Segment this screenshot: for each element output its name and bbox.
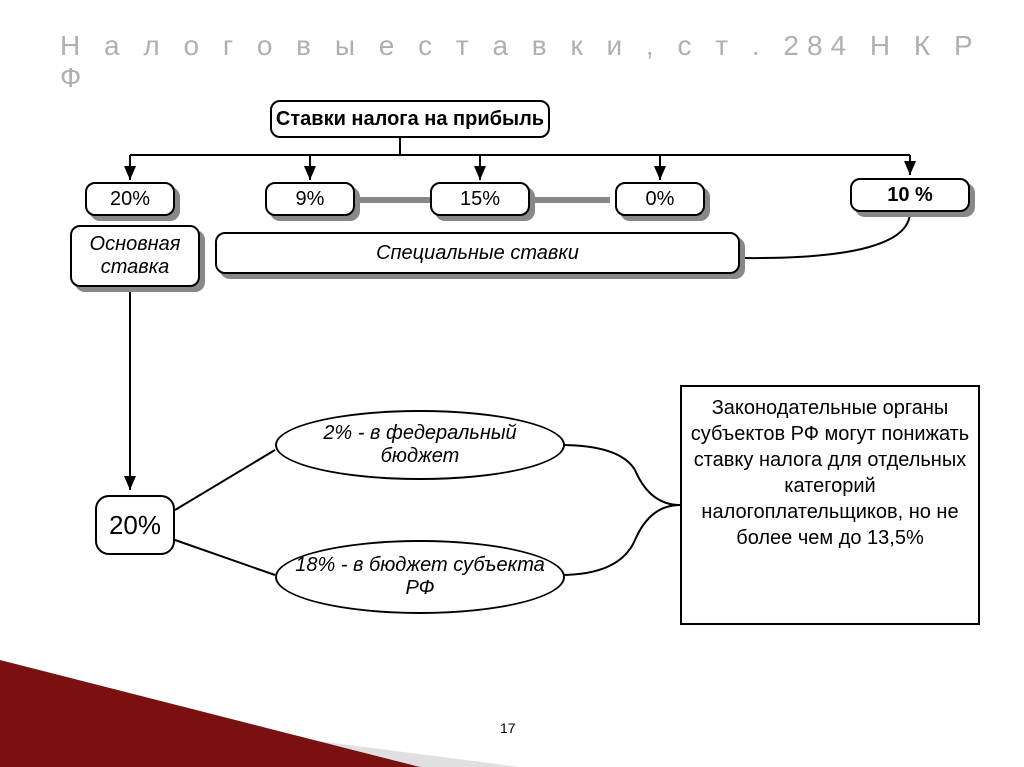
- law-text-box: Законодательные органы субъектов РФ могу…: [680, 385, 980, 625]
- subject-budget-ellipse: 18% - в бюджет субъекта РФ: [275, 540, 565, 614]
- subject-budget-label: 18% - в бюджет субъекта РФ: [287, 554, 553, 600]
- page-title: Н а л о г о в ы е с т а в к и , с т . 28…: [60, 30, 1024, 94]
- rate-15-label: 15%: [460, 188, 500, 211]
- page-number: 17: [500, 720, 516, 736]
- rate-box-10: 10 %: [850, 178, 970, 212]
- main-rate-box: Основная ставка: [70, 225, 200, 287]
- bottom-rate-box: 20%: [95, 495, 175, 555]
- bottom-rate-label: 20%: [109, 510, 161, 541]
- rate-9-label: 9%: [296, 188, 325, 211]
- top-box-label: Ставки налога на прибыль: [276, 108, 544, 131]
- page-number-value: 17: [500, 720, 516, 736]
- rate-box-9: 9%: [265, 182, 355, 216]
- federal-budget-label: 2% - в федеральный бюджет: [287, 422, 553, 468]
- federal-budget-ellipse: 2% - в федеральный бюджет: [275, 410, 565, 480]
- main-rate-label: Основная ставка: [72, 233, 198, 279]
- rate-box-15: 15%: [430, 182, 530, 216]
- rate-box-0: 0%: [615, 182, 705, 216]
- special-rates-label: Специальные ставки: [376, 242, 579, 265]
- rate-box-20: 20%: [85, 182, 175, 216]
- top-box: Ставки налога на прибыль: [270, 100, 550, 138]
- special-rates-box: Специальные ставки: [215, 232, 740, 274]
- law-text: Законодательные органы субъектов РФ могу…: [691, 397, 969, 549]
- rate-10-label: 10 %: [887, 184, 933, 207]
- rate-0-label: 0%: [646, 188, 675, 211]
- rate-20-label: 20%: [110, 188, 150, 211]
